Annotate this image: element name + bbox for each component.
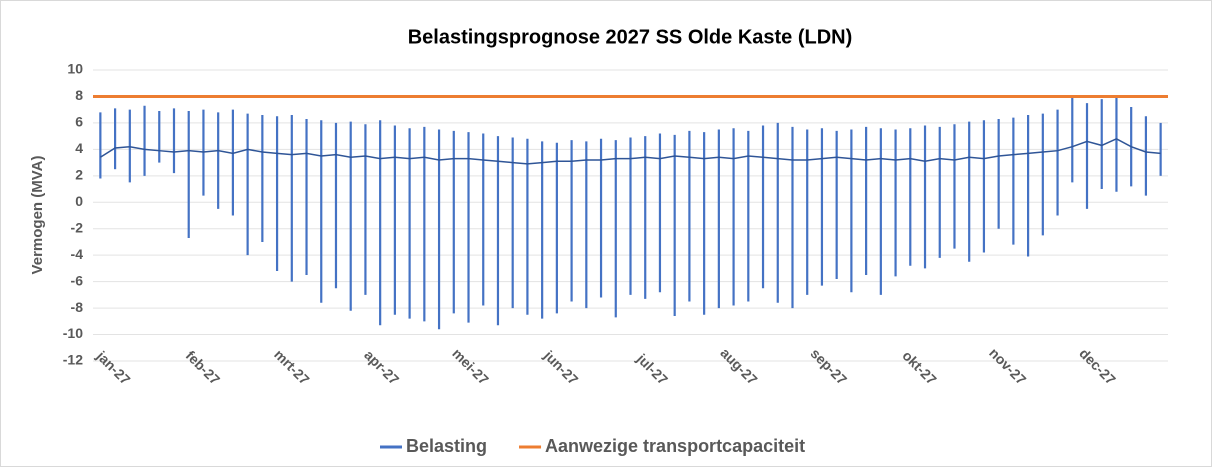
- y-tick-label: -12: [63, 352, 83, 368]
- mean-line: [99, 137, 1161, 165]
- y-tick-label: 6: [75, 114, 83, 130]
- chart-title: Belastingsprognose 2027 SS Olde Kaste (L…: [408, 26, 853, 48]
- y-tick-label: 0: [75, 193, 83, 209]
- y-tick-label: 4: [75, 140, 83, 156]
- legend-label: Belasting: [406, 436, 487, 456]
- y-axis-label: Vermogen (MVA): [29, 156, 46, 275]
- y-tick-label: -8: [71, 299, 84, 315]
- y-tick-label: -4: [71, 246, 84, 262]
- y-tick-label: -6: [71, 272, 84, 288]
- y-tick-label: -2: [71, 219, 84, 235]
- y-tick-label: 2: [75, 167, 83, 183]
- y-tick-label: 10: [67, 61, 83, 77]
- y-tick-label: 8: [75, 87, 83, 103]
- legend-label: Aanwezige transportcapaciteit: [545, 436, 805, 456]
- y-tick-label: -10: [63, 325, 83, 341]
